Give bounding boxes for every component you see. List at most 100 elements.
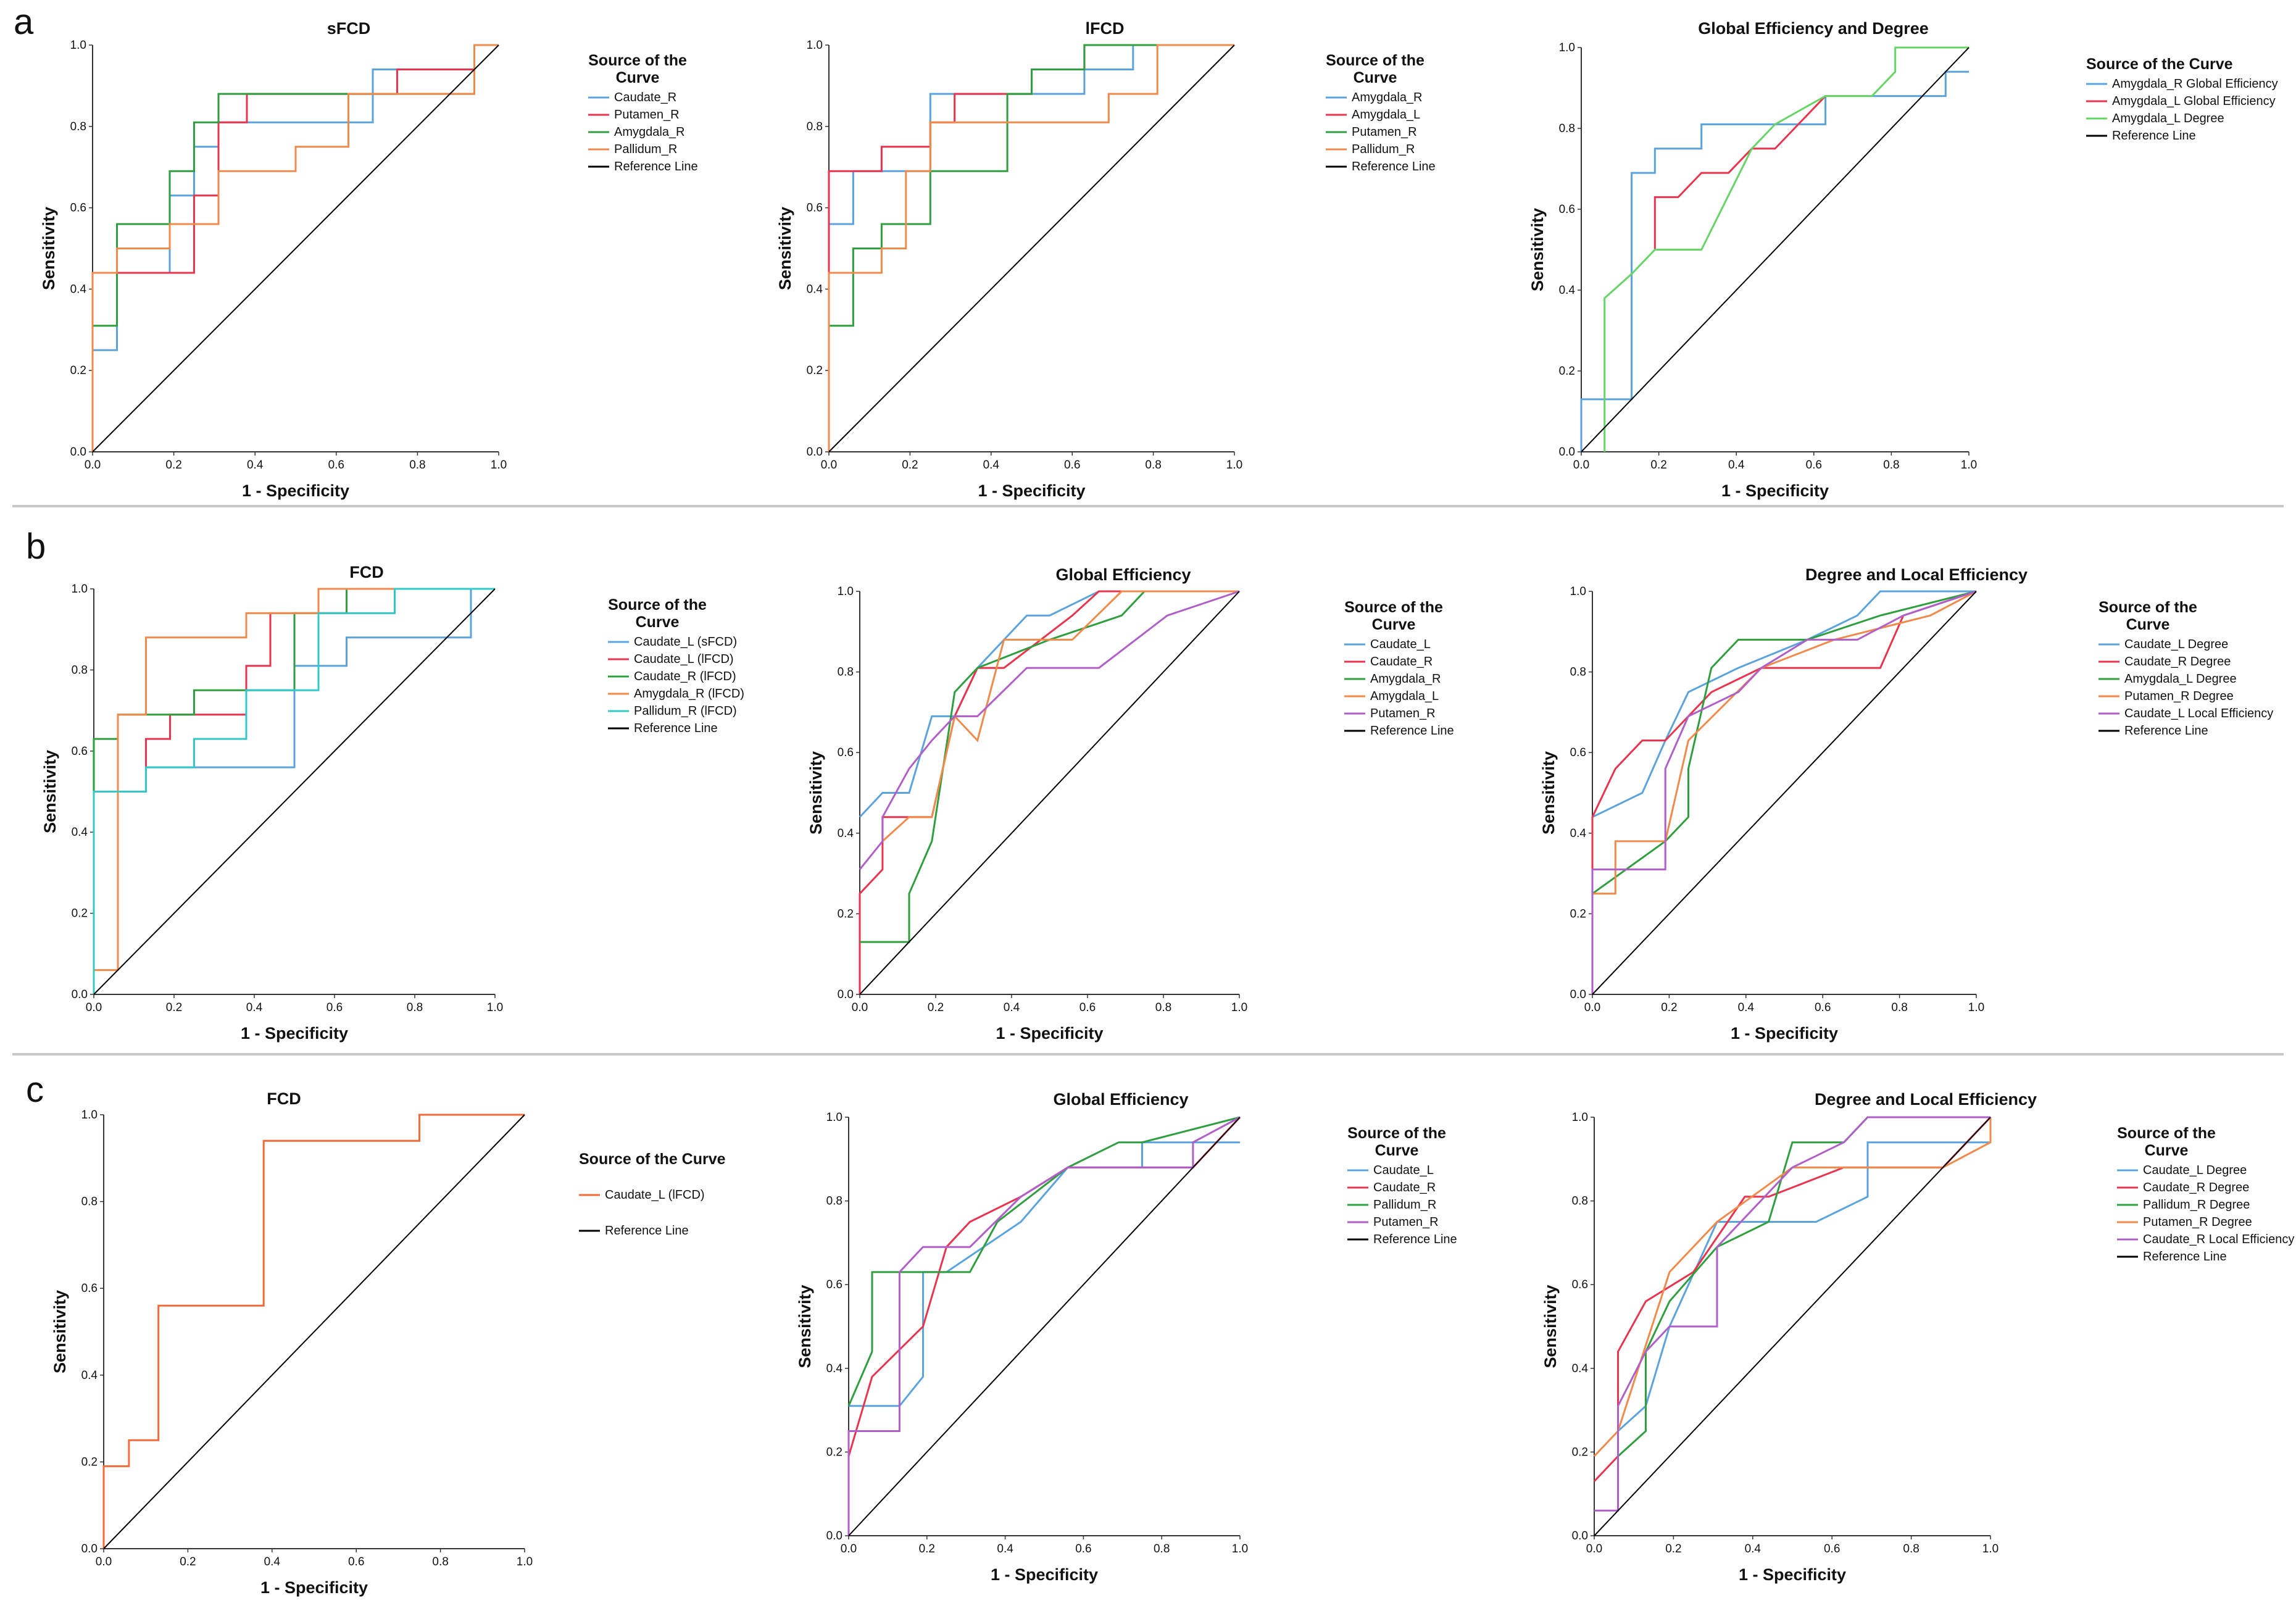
x-tick-label: 0.6 <box>1064 459 1080 472</box>
x-tick-label: 0.8 <box>407 1001 423 1014</box>
y-tick-label: 0.6 <box>807 202 823 215</box>
panel-label-a: a <box>14 2 34 42</box>
legend: Source of the Curve Caudate_L (lFCD) Refer… <box>579 1151 726 1238</box>
series-line-5 <box>1591 590 1977 994</box>
y-tick-label: 0.2 <box>81 1455 98 1468</box>
x-axis-label: 1 - Specificity <box>1739 1565 1846 1584</box>
x-tick-label: 0.0 <box>1573 459 1589 472</box>
y-tick-label: 0.8 <box>70 120 86 133</box>
x-tick-label: 0.2 <box>919 1543 935 1555</box>
x-tick-label: 1.0 <box>1231 1001 1247 1014</box>
y-axis-label: Sensitivity <box>807 751 825 835</box>
x-axis-label: 1 - Specificity <box>1731 1024 1838 1043</box>
reference-line <box>93 588 496 995</box>
legend-entry: Amygdala_L <box>1352 108 1420 122</box>
series-line-4 <box>93 588 495 994</box>
y-tick-label: 0.2 <box>807 364 823 377</box>
chart-title: FCD <box>349 563 384 581</box>
y-tick-label: 1.0 <box>70 39 86 52</box>
x-axis-label: 1 - Specificity <box>260 1578 368 1597</box>
y-tick-label: 0.0 <box>807 446 823 459</box>
x-tick-label: 0.6 <box>1824 1543 1840 1555</box>
x-tick-label: 0.4 <box>246 1001 263 1014</box>
x-tick-label: 1.0 <box>1232 1543 1248 1555</box>
legend-title: Source of the <box>2117 1125 2216 1142</box>
legend-entry: Putamen_R <box>1373 1215 1439 1229</box>
x-tick-label: 0.4 <box>247 459 264 472</box>
x-tick-label: 0.2 <box>1665 1543 1681 1555</box>
panel-label-b: b <box>26 527 46 567</box>
x-tick-label: 0.0 <box>96 1555 112 1568</box>
series-line-2 <box>1593 1116 1992 1482</box>
y-tick-label: 0.2 <box>72 907 88 920</box>
legend-entry: Caudate_L Degree <box>2124 638 2228 651</box>
legend-entry: Pallidum_R <box>1352 143 1415 156</box>
x-tick-label: 0.6 <box>1079 1001 1096 1014</box>
y-tick-label: 0.8 <box>81 1196 98 1209</box>
legend-entry: Reference Line <box>1370 724 1454 738</box>
x-tick-label: 1.0 <box>487 1001 503 1014</box>
y-tick-label: 0.0 <box>1572 1530 1588 1543</box>
legend-entry: Reference Line <box>1373 1233 1457 1246</box>
x-tick-label: 0.0 <box>85 459 101 472</box>
y-axis-label: Sensitivity <box>796 1284 814 1368</box>
reference-line <box>1594 1117 1991 1536</box>
y-tick-label: 0.6 <box>70 202 86 215</box>
chart-3: 0.0 0.2 0.4 0.6 0.8 1.0 0.0 0.2 0.4 0.6 0.8 1.0 1 - … <box>1528 19 2278 500</box>
y-tick-label: 0.0 <box>70 446 86 459</box>
legend-entry: Reference Line <box>634 722 718 735</box>
x-tick-label: 0.8 <box>1891 1001 1907 1014</box>
panel-divider-ab <box>12 505 2284 507</box>
legend-entry: Reference Line <box>614 160 698 173</box>
legend-entry: Putamen_R <box>1352 125 1417 139</box>
series-line-4 <box>847 1116 1241 1536</box>
series-line-3 <box>847 1116 1241 1407</box>
legend-entry: Caudate_R Local Efficiency <box>2143 1233 2294 1246</box>
x-tick-label: 0.0 <box>821 459 837 472</box>
series-line-1 <box>1617 1141 1990 1432</box>
legend-entry: Reference Line <box>2124 724 2208 738</box>
y-tick-label: 0.4 <box>81 1369 98 1382</box>
legend: Source of the Curve Amygdala_R Global Eff… <box>2086 56 2278 143</box>
series-line-5 <box>93 588 495 994</box>
y-tick-label: 1.0 <box>72 583 88 596</box>
legend-entry: Amygdala_R <box>1370 672 1441 686</box>
chart-title: lFCD <box>1086 19 1125 38</box>
y-axis-label: Sensitivity <box>41 750 59 833</box>
y-tick-label: 1.0 <box>826 1111 842 1124</box>
chart-2: 0.0 0.2 0.4 0.6 0.8 1.0 0.0 0.2 0.4 0.6 0.8 1.0 1 - … <box>776 19 1436 500</box>
chart-6: 0.0 0.2 0.4 0.6 0.8 1.0 0.0 0.2 0.4 0.6 0.8 1.0 1 - … <box>1539 565 2273 1043</box>
legend-entry: Putamen_R <box>614 108 680 122</box>
y-tick-label: 0.4 <box>1570 827 1587 840</box>
x-axis-label: 1 - Specificity <box>978 481 1085 500</box>
y-tick-label: 0.2 <box>70 364 86 377</box>
y-axis-label: Sensitivity <box>40 207 58 290</box>
series-line-4 <box>1592 590 1977 895</box>
legend-entry: Reference Line <box>2143 1250 2227 1264</box>
x-tick-label: 0.4 <box>1738 1001 1755 1014</box>
x-tick-label: 0.0 <box>1586 1543 1602 1555</box>
legend-title: Curve <box>616 69 660 86</box>
legend-title: Source of the <box>1326 52 1425 69</box>
legend-title: Source of the <box>1347 1125 1446 1142</box>
y-tick-label: 1.0 <box>1570 585 1586 598</box>
legend-title: Curve <box>2126 616 2170 633</box>
x-tick-label: 0.0 <box>852 1001 868 1014</box>
y-tick-label: 0.8 <box>1572 1195 1588 1208</box>
legend-title: Source of the Curve <box>579 1151 726 1168</box>
y-tick-label: 0.4 <box>826 1362 843 1375</box>
chart-8: 0.0 0.2 0.4 0.6 0.8 1.0 0.0 0.2 0.4 0.6 0.8 1.0 1 - … <box>796 1090 1457 1584</box>
x-tick-label: 0.4 <box>997 1543 1013 1555</box>
y-tick-label: 0.2 <box>838 907 854 920</box>
y-tick-label: 0.2 <box>1572 1446 1588 1459</box>
y-tick-label: 0.2 <box>826 1446 842 1459</box>
y-tick-label: 0.0 <box>81 1543 98 1555</box>
x-tick-label: 0.4 <box>983 459 1000 472</box>
legend-entry: Caudate_R <box>1373 1181 1436 1194</box>
legend-entry: Caudate_L (lFCD) <box>605 1188 705 1202</box>
chart-title: Global Efficiency <box>1053 1090 1188 1109</box>
